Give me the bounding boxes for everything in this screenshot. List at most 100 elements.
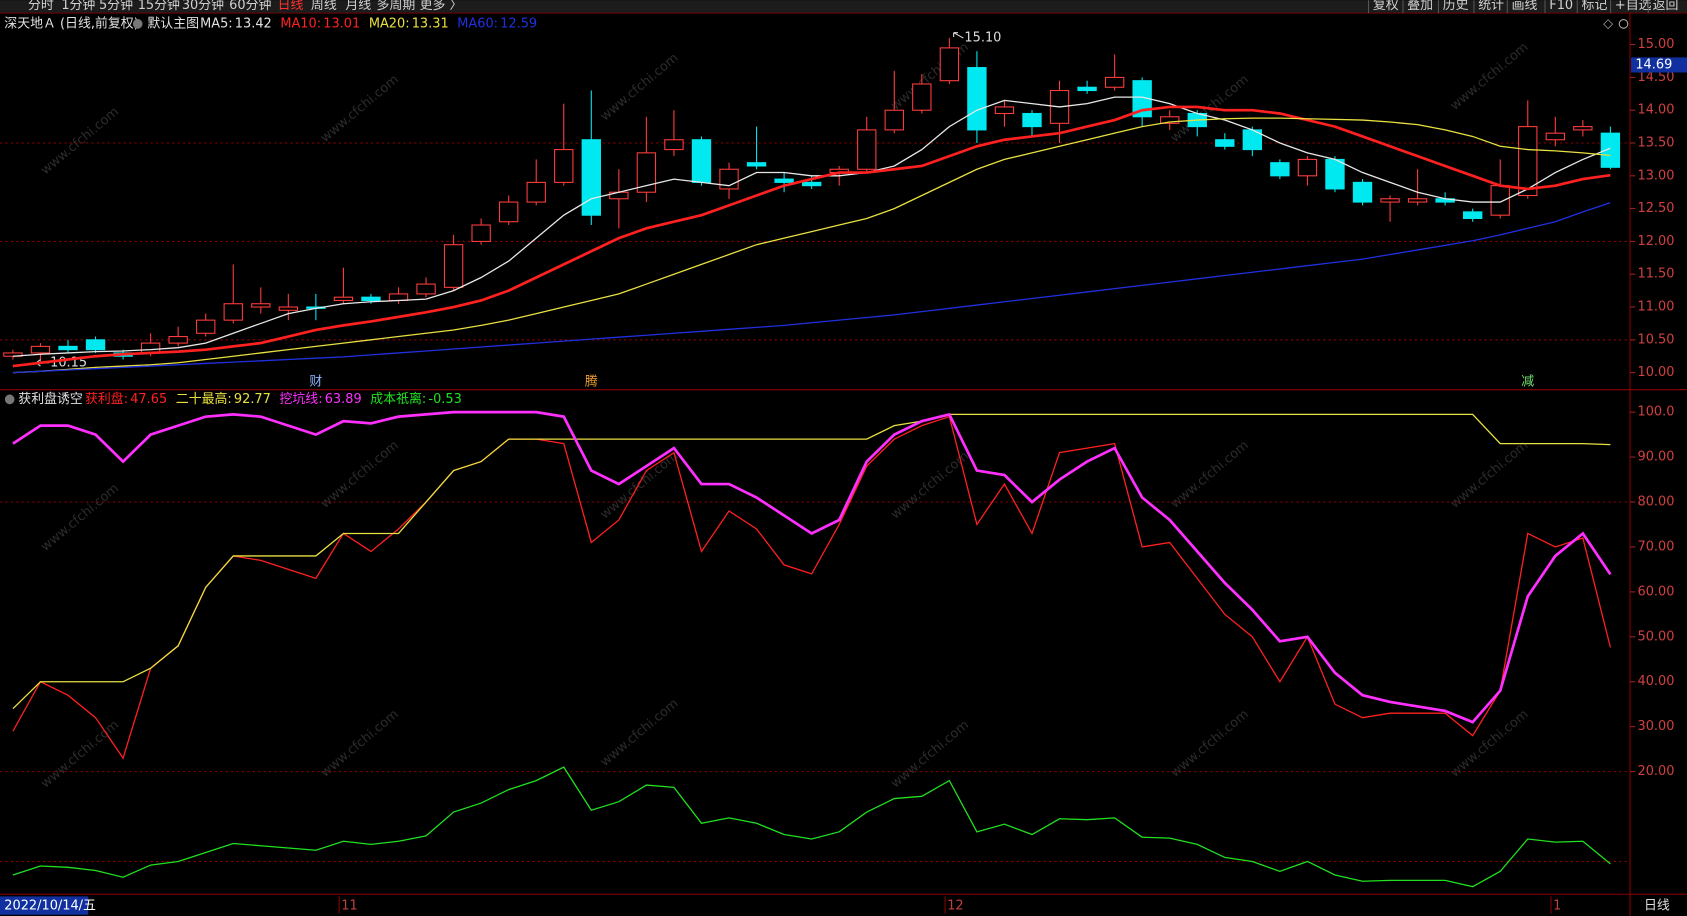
icon-diamond[interactable]: ◇: [1603, 16, 1613, 31]
legend-value: 13.42: [235, 16, 272, 31]
candle-body: [967, 67, 987, 131]
candle-body: [554, 149, 574, 183]
candle-body: [361, 296, 381, 301]
candle-body: [1160, 116, 1180, 124]
legend-name: 获利盘:: [85, 391, 128, 407]
toolbar-button[interactable]: 复权: [1373, 0, 1399, 13]
candle-body: [1270, 162, 1290, 177]
x-tick-label: 11: [341, 899, 357, 914]
toolbar-button[interactable]: 返回: [1653, 0, 1679, 13]
candle-body: [3, 352, 23, 357]
candle-body: [1407, 198, 1428, 203]
candle-body: [857, 129, 877, 170]
indicator-icon[interactable]: [4, 394, 15, 405]
toolbar-tab[interactable]: 月线: [345, 0, 371, 13]
toolbar-button[interactable]: 画线: [1512, 0, 1538, 13]
candle-body: [1518, 126, 1538, 197]
legend-name: MA5:: [200, 16, 233, 31]
candle-body: [801, 181, 822, 187]
y-tick-label: 14.00: [1638, 103, 1675, 118]
toolbar-button[interactable]: 历史: [1443, 0, 1469, 13]
toolbar-button[interactable]: 标记: [1582, 0, 1608, 13]
toolbar: [0, 0, 1687, 14]
toolbar-button[interactable]: F10: [1549, 0, 1573, 13]
stock-name: 深天地Ａ (日线,前复权): [4, 15, 138, 31]
y-tick-label: 30.00: [1638, 719, 1675, 734]
candle-body: [196, 319, 216, 334]
toolbar-button[interactable]: +自选: [1615, 0, 1652, 13]
annotation-label: 15.10: [964, 31, 1001, 46]
legend-value: -0.53: [428, 392, 461, 407]
legend-value: 63.89: [325, 392, 362, 407]
toolbar-button[interactable]: 叠加: [1407, 0, 1433, 13]
event-marker[interactable]: 财: [309, 375, 322, 390]
ma-line: [12, 415, 1612, 760]
y-tick-label: 12.00: [1638, 234, 1675, 249]
toolbar-tab[interactable]: 日线: [278, 0, 304, 13]
candle-body: [1490, 185, 1510, 216]
toolbar-tab[interactable]: 60分钟: [229, 0, 271, 13]
annotation-arrow: [953, 32, 964, 39]
legend-value: 13.01: [323, 16, 360, 31]
event-marker[interactable]: 腾: [585, 374, 598, 390]
candle-body: [1077, 86, 1097, 92]
y-tick-label: 10.00: [1638, 365, 1675, 380]
candle-body: [278, 306, 299, 311]
legend-value: 47.65: [130, 392, 167, 407]
candle-body: [774, 178, 794, 183]
y-tick-label: 80.00: [1638, 495, 1675, 510]
y-tick-label: 10.50: [1638, 332, 1675, 347]
period-label: 日线: [1644, 899, 1670, 914]
candle-body: [1600, 132, 1621, 168]
ma-line: [12, 202, 1611, 374]
toolbar-tab[interactable]: 30分钟: [182, 0, 224, 13]
candle-body: [994, 106, 1015, 115]
ma-line: [12, 410, 1612, 724]
y-tick-label: 50.00: [1638, 629, 1675, 644]
legend-value: 13.31: [412, 16, 449, 31]
y-tick-label: 13.00: [1638, 168, 1675, 183]
y-tick-label: 60.00: [1638, 584, 1675, 599]
candle-body: [388, 293, 409, 301]
legend-name: MA10:: [280, 16, 321, 31]
candle-body: [85, 339, 106, 351]
candle-body: [664, 139, 684, 151]
y-tick-label: 11.50: [1638, 267, 1675, 282]
event-marker[interactable]: 减: [1521, 375, 1534, 390]
template-icon[interactable]: [132, 19, 143, 29]
toolbar-tab[interactable]: 5分钟: [99, 0, 133, 13]
toolbar-tab[interactable]: 多周期: [377, 0, 416, 13]
indicator-title: 获利盘诱空: [18, 391, 83, 407]
candle-body: [1573, 126, 1593, 131]
candle-body: [1352, 181, 1373, 203]
toolbar-tab[interactable]: 1分钟: [61, 0, 95, 13]
toolbar-tab[interactable]: 分时: [28, 0, 54, 13]
candle-body: [168, 336, 188, 344]
legend-name: 成本祇离:: [370, 391, 426, 407]
icon-circle[interactable]: [1618, 19, 1629, 29]
toolbar-tab[interactable]: 周线: [311, 0, 337, 13]
candle-body: [58, 345, 78, 351]
candle-body: [1325, 158, 1345, 190]
legend-name: 挖坑线:: [279, 392, 322, 407]
cursor-date-box: [0, 896, 89, 915]
candle-body: [471, 224, 491, 242]
candle-body: [1380, 198, 1400, 203]
ma-line: [12, 96, 1611, 357]
y-tick-label: 20.00: [1638, 764, 1675, 779]
cursor-price: 14.69: [1635, 57, 1672, 72]
candle-body: [223, 303, 243, 321]
template-name[interactable]: 默认主图: [147, 15, 199, 31]
ma-line: [12, 117, 1611, 374]
y-tick-label: 70.00: [1638, 539, 1675, 554]
candle-body: [636, 152, 657, 193]
candle-body: [30, 345, 51, 354]
x-tick-label: 1: [1553, 899, 1561, 914]
y-tick-label: 11.00: [1638, 300, 1675, 315]
toolbar-tab[interactable]: 更多 〉: [420, 0, 463, 13]
y-tick-label: 14.50: [1638, 70, 1675, 85]
candle-body: [691, 139, 712, 183]
toolbar-button[interactable]: 统计: [1478, 0, 1504, 13]
toolbar-tab[interactable]: 15分钟: [138, 0, 180, 13]
